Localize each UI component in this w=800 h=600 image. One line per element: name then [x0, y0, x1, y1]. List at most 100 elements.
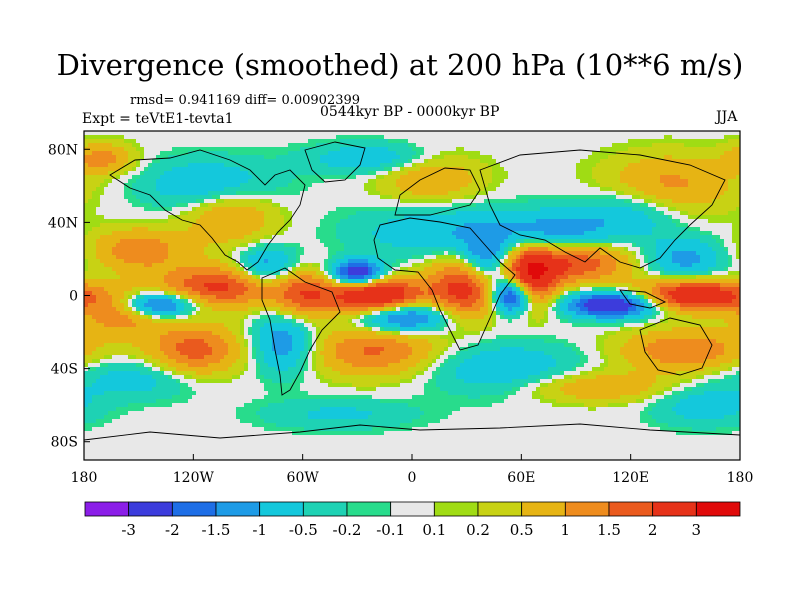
field-cell [392, 247, 397, 252]
field-cell [428, 163, 433, 168]
field-cell [316, 219, 321, 224]
field-cell [700, 203, 705, 208]
field-cell [372, 207, 377, 212]
field-cell [372, 215, 377, 220]
field-cell [472, 159, 477, 164]
field-cell [132, 231, 137, 236]
field-cell [88, 135, 93, 140]
field-cell [444, 147, 449, 152]
field-cell [288, 235, 293, 240]
field-cell [304, 187, 309, 192]
field-cell [304, 167, 309, 172]
field-cell [144, 199, 149, 204]
field-cell [360, 195, 365, 200]
field-cell [216, 199, 221, 204]
field-cell [456, 203, 461, 208]
field-cell [264, 215, 269, 220]
field-cell [296, 187, 301, 192]
field-cell [328, 163, 333, 168]
field-cell [288, 247, 293, 252]
field-cell [92, 175, 97, 180]
field-cell [444, 163, 449, 168]
field-cell [112, 227, 117, 232]
field-cell [276, 195, 281, 200]
field-cell [424, 183, 429, 188]
field-cell [696, 227, 701, 232]
field-cell [496, 243, 501, 248]
field-cell [524, 215, 529, 220]
field-cell [336, 155, 341, 160]
field-cell [372, 199, 377, 204]
field-cell [484, 227, 489, 232]
field-cell [184, 235, 189, 240]
field-cell [336, 251, 341, 256]
field-cell [616, 143, 621, 148]
field-cell [636, 227, 641, 232]
field-cell [300, 243, 305, 248]
field-cell [432, 247, 437, 252]
field-cell [212, 231, 217, 236]
field-cell [552, 195, 557, 200]
field-cell [716, 219, 721, 224]
field-cell [252, 199, 257, 204]
field-cell [176, 223, 181, 228]
field-cell [356, 183, 361, 188]
field-cell [380, 179, 385, 184]
field-cell [356, 175, 361, 180]
field-cell [452, 219, 457, 224]
field-cell [548, 183, 553, 188]
field-cell [560, 207, 565, 212]
field-cell [336, 143, 341, 148]
field-cell [652, 163, 657, 168]
field-cell [584, 207, 589, 212]
field-cell [132, 223, 137, 228]
field-cell [412, 135, 417, 140]
field-cell [112, 167, 117, 172]
field-cell [228, 191, 233, 196]
field-cell [204, 147, 209, 152]
field-cell [532, 179, 537, 184]
field-cell [204, 223, 209, 228]
field-cell [364, 163, 369, 168]
field-cell [584, 147, 589, 152]
field-cell [464, 195, 469, 200]
field-cell [668, 143, 673, 148]
field-cell [300, 175, 305, 180]
field-cell [624, 167, 629, 172]
field-cell [460, 231, 465, 236]
field-cell [592, 147, 597, 152]
field-cell [372, 235, 377, 240]
field-cell [112, 211, 117, 216]
field-cell [552, 227, 557, 232]
field-cell [396, 211, 401, 216]
field-cell [684, 167, 689, 172]
field-cell [460, 179, 465, 184]
field-cell [404, 155, 409, 160]
field-cell [488, 223, 493, 228]
field-cell [732, 135, 737, 140]
field-cell [292, 199, 297, 204]
field-cell [404, 223, 409, 228]
field-cell [336, 171, 341, 176]
field-cell [344, 179, 349, 184]
field-cell [564, 143, 569, 148]
field-cell [668, 203, 673, 208]
field-cell [128, 247, 133, 252]
field-cell [496, 135, 501, 140]
field-cell [300, 183, 305, 188]
field-cell [328, 203, 333, 208]
field-cell [468, 227, 473, 232]
field-cell [356, 239, 361, 244]
field-cell [292, 235, 297, 240]
field-cell [560, 139, 565, 144]
field-cell [408, 235, 413, 240]
field-cell [616, 215, 621, 220]
field-cell [496, 143, 501, 148]
field-cell [568, 227, 573, 232]
field-cell [160, 219, 165, 224]
field-cell [248, 143, 253, 148]
field-cell [728, 227, 733, 232]
field-cell [652, 203, 657, 208]
field-cell [548, 203, 553, 208]
field-cell [496, 203, 501, 208]
